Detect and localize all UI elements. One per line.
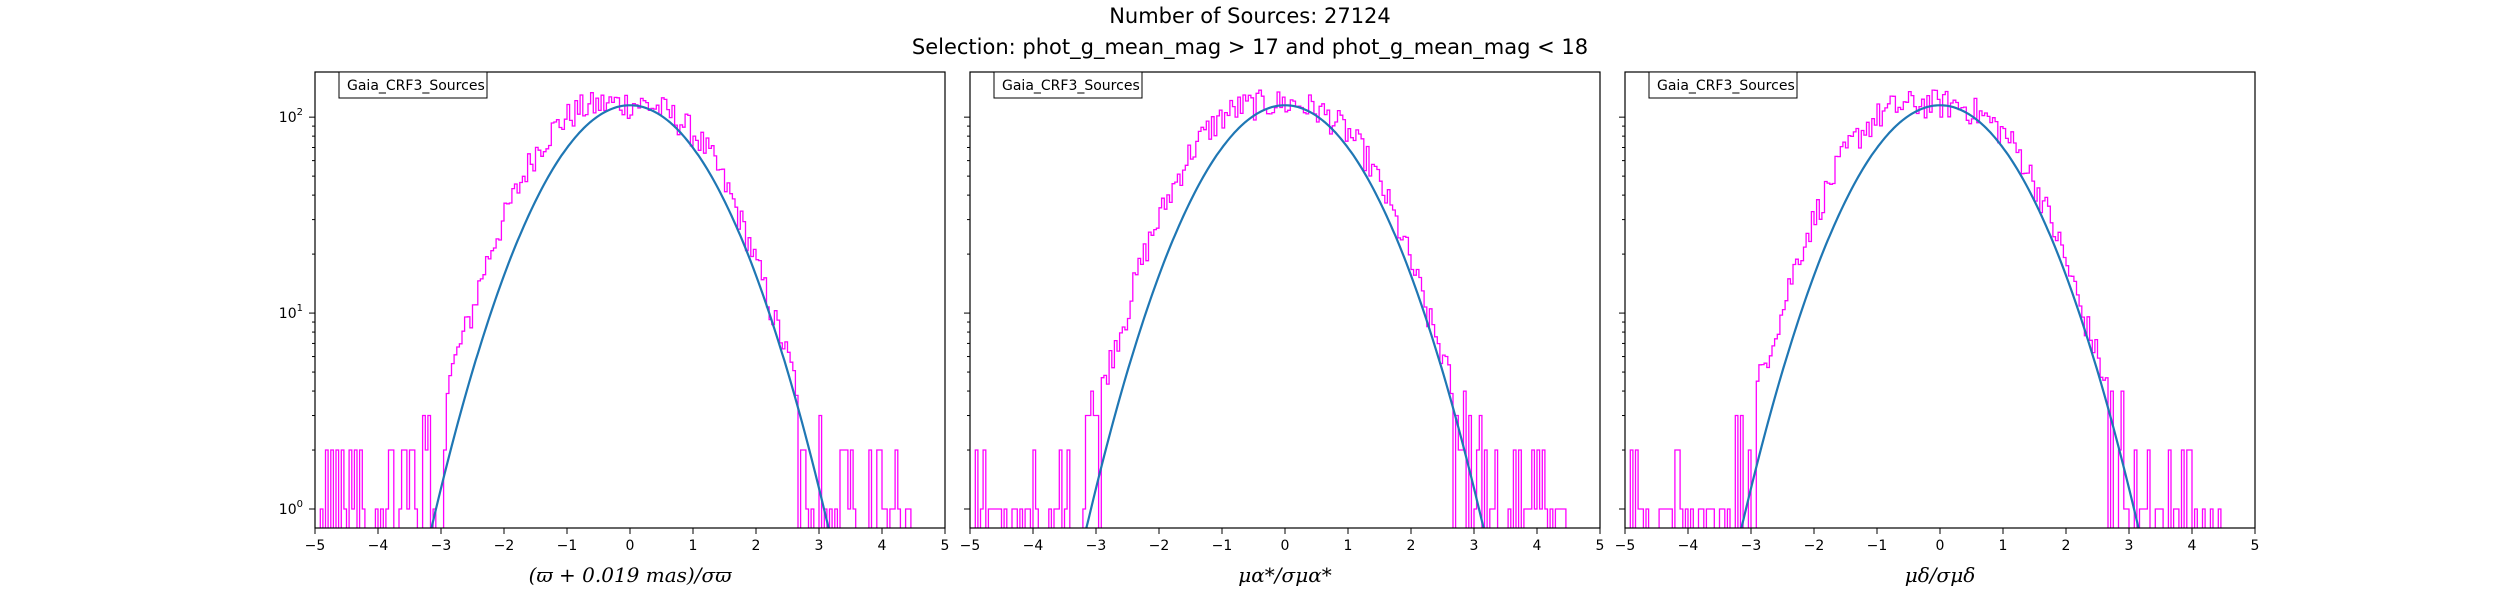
x-tick-label: 1 (689, 538, 698, 554)
x-axis-label: μδ/σμδ (1905, 563, 1975, 587)
legend: Gaia_CRF3_Sources (338, 71, 488, 99)
x-tick-label: 0 (1281, 538, 1290, 554)
histogram-series (974, 89, 1567, 528)
fit-curve (430, 104, 830, 528)
plot-area (319, 92, 912, 528)
x-tick-label: 3 (815, 538, 824, 554)
x-tick-label: 5 (941, 538, 950, 554)
legend-box (1648, 71, 1798, 99)
legend-box (338, 71, 488, 99)
x-tick-label: 0 (626, 538, 635, 554)
x-tick-label: 4 (2188, 538, 2197, 554)
x-tick-label: 5 (1596, 538, 1605, 554)
histogram-series (1629, 89, 2222, 528)
x-tick-label: 3 (1470, 538, 1479, 554)
x-tick-label: −5 (1615, 538, 1636, 554)
x-tick-label: −1 (557, 538, 578, 554)
axes-frame (969, 71, 1601, 529)
x-tick-label: 1 (1999, 538, 2008, 554)
x-tick-label: −1 (1212, 538, 1233, 554)
x-tick-label: −2 (1804, 538, 1825, 554)
x-tick-label: −3 (431, 538, 452, 554)
x-axis-label: (ϖ + 0.019 mas)/σϖ (529, 563, 733, 587)
legend-box (993, 71, 1143, 99)
x-tick-label: 1 (1344, 538, 1353, 554)
x-axis-label: μα*/σμα* (1238, 563, 1331, 587)
y-tick-label: 102 (279, 107, 303, 126)
y-tick-label: 100 (279, 499, 303, 518)
x-tick-label: 2 (752, 538, 761, 554)
x-tick-label: 5 (2251, 538, 2260, 554)
chart-panel-3: −5 −4 −3 −2 −1 0 1 2 3 4 5 μδ/σμδ Gaia_CRF3_Sources (1615, 71, 2260, 587)
chart-panel-1: −5 −4 −3 −2 −1 0 1 2 3 4 5 100 101 102 (ϖ + 0.019 mas)… (279, 71, 950, 587)
x-tick-label: 0 (1936, 538, 1945, 554)
x-tick-label: −5 (305, 538, 326, 554)
axes-frame (1624, 71, 2256, 529)
plot-area (974, 89, 1567, 528)
x-tick-label: −5 (960, 538, 981, 554)
legend: Gaia_CRF3_Sources (1648, 71, 1798, 99)
x-tick-label: −1 (1867, 538, 1888, 554)
chart-panel-2: −5 −4 −3 −2 −1 0 1 2 3 4 5 μα*/σμα* Gaia_CRF3_Source… (960, 71, 1605, 587)
x-tick-label: 2 (1407, 538, 1416, 554)
figure-subtitle: Selection: phot_g_mean_mag > 17 and phot… (911, 35, 1589, 59)
x-tick-label: −2 (494, 538, 515, 554)
y-tick-label: 101 (279, 303, 303, 322)
x-tick-label: −4 (1678, 538, 1699, 554)
fit-curve (1740, 104, 2140, 528)
x-tick-label: 4 (878, 538, 887, 554)
x-tick-label: −3 (1741, 538, 1762, 554)
legend-label: Gaia_CRF3_Sources (347, 78, 485, 94)
x-tick-label: −4 (368, 538, 389, 554)
x-tick-label: 2 (2062, 538, 2071, 554)
figure-title: Number of Sources: 27124 (1109, 4, 1391, 28)
x-tick-label: −4 (1023, 538, 1044, 554)
legend-label: Gaia_CRF3_Sources (1657, 78, 1795, 94)
fit-curve (1085, 104, 1485, 528)
x-tick-label: −2 (1149, 538, 1170, 554)
x-tick-label: 3 (2125, 538, 2134, 554)
histogram-series (319, 92, 912, 528)
x-tick-label: −3 (1086, 538, 1107, 554)
x-tick-label: 4 (1533, 538, 1542, 554)
legend-label: Gaia_CRF3_Sources (1002, 78, 1140, 94)
plot-area (1629, 89, 2222, 528)
legend: Gaia_CRF3_Sources (993, 71, 1143, 99)
